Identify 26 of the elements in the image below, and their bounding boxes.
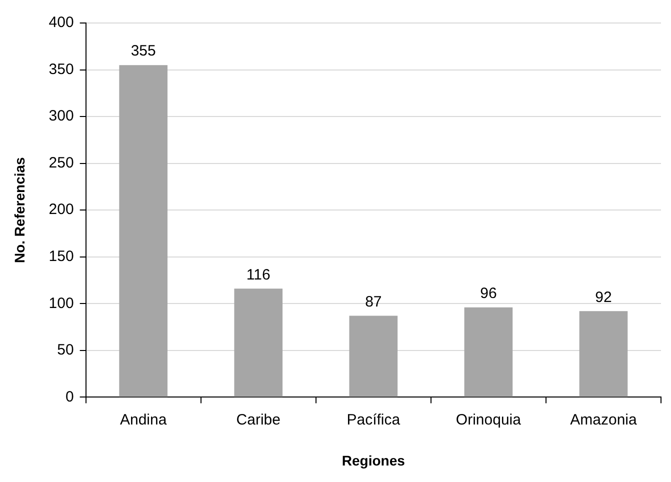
data-label: 96: [480, 285, 497, 302]
bar: [234, 288, 283, 397]
x-tick-label: Orinoquia: [456, 411, 522, 428]
data-label: 355: [130, 42, 156, 60]
data-label: 92: [595, 288, 612, 306]
y-tick-label: 150: [48, 248, 74, 266]
bar: [349, 316, 398, 397]
bar: [579, 311, 628, 397]
bar: [119, 65, 168, 397]
y-tick-label: 400: [48, 14, 74, 32]
y-tick-label: 350: [48, 60, 74, 78]
y-tick-label: 50: [57, 342, 74, 359]
y-tick-label: 200: [48, 201, 74, 218]
x-tick-label: Pacífica: [346, 411, 401, 428]
y-tick-label: 100: [48, 294, 74, 312]
x-axis-title: Regiones: [342, 452, 406, 468]
x-tick-label: Andina: [120, 411, 168, 428]
x-tick-label: Caribe: [236, 411, 280, 428]
data-label: 87: [365, 293, 382, 310]
x-tick-label: Amazonia: [570, 411, 638, 428]
bar: [464, 307, 513, 397]
y-axis-title: No. Referencias: [11, 156, 28, 264]
y-tick-label: 300: [48, 108, 74, 125]
data-label: 116: [246, 266, 270, 284]
y-tick-label: 250: [48, 154, 74, 172]
y-tick-label: 0: [65, 388, 74, 406]
